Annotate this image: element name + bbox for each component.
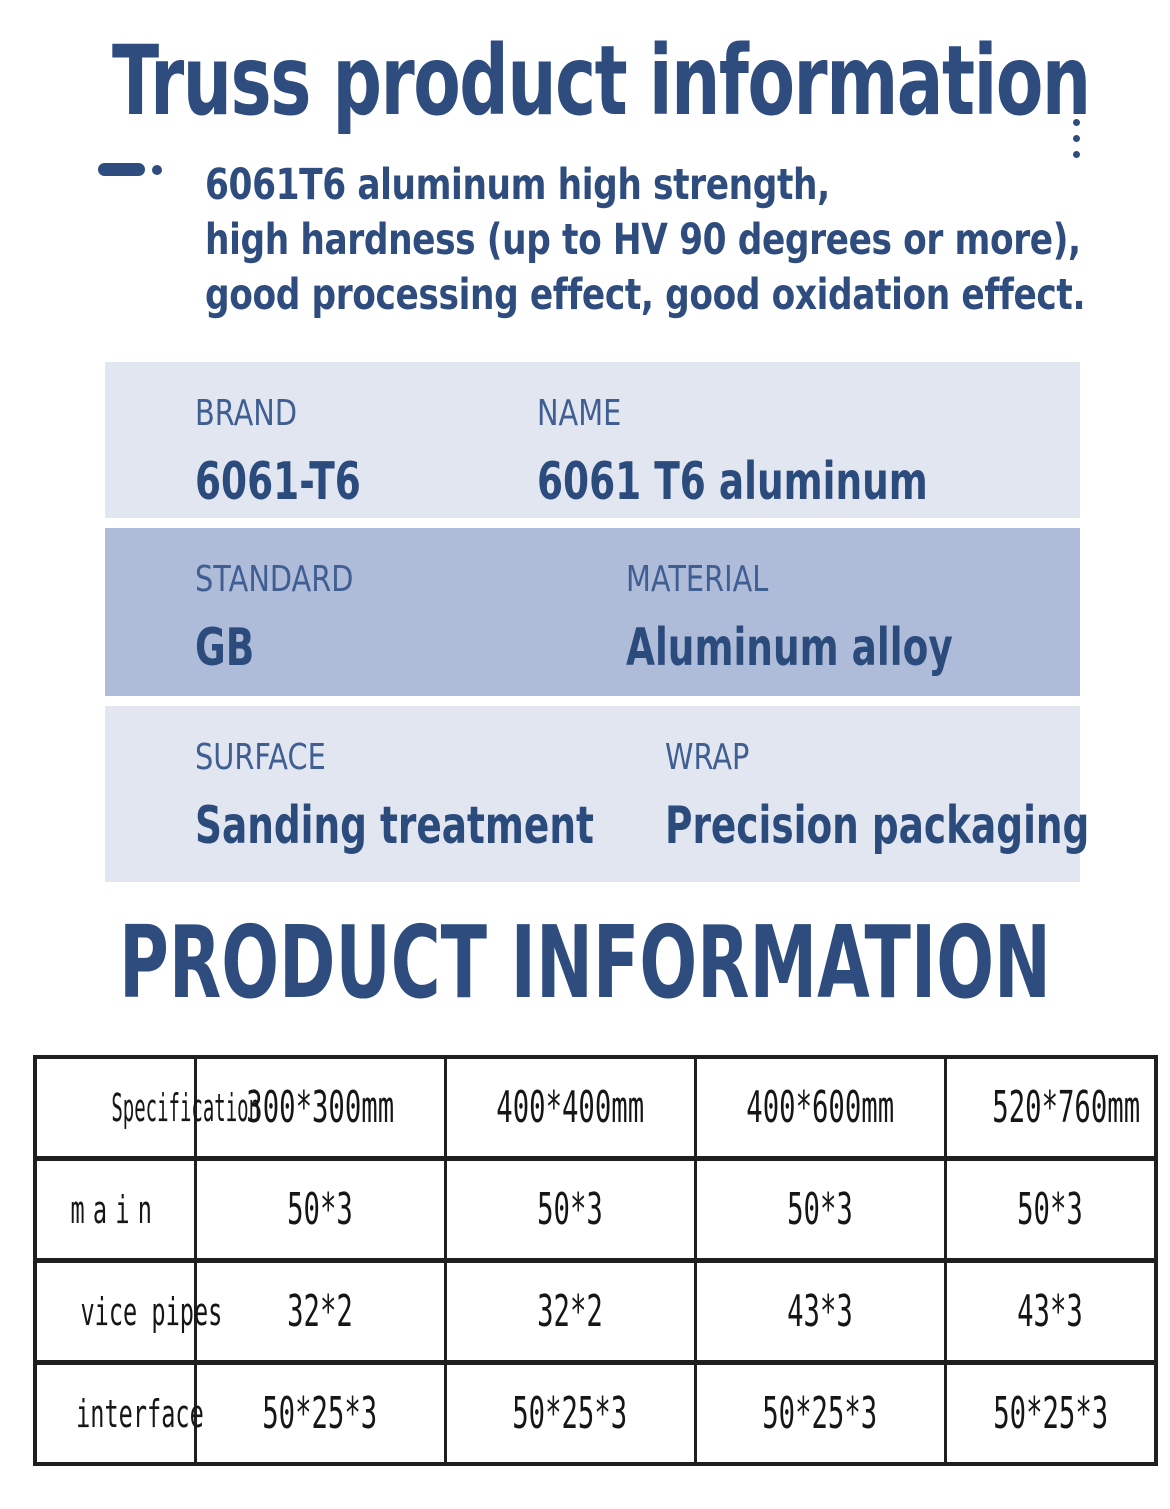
- info-value: Aluminum alloy: [626, 618, 953, 678]
- table-row-vice-pipes: vice pipes 32*2 32*2 43*3 43*3: [33, 1258, 1158, 1364]
- table-cell: 50*25*3: [193, 1360, 447, 1466]
- info-cell-material: MATERIAL Aluminum alloy: [626, 562, 1080, 696]
- info-cell-name: NAME 6061 T6 aluminum: [537, 396, 1080, 518]
- page-title-text: Truss product information: [112, 25, 1091, 137]
- info-value: 6061-T6: [195, 452, 361, 512]
- table-cell: 43*3: [693, 1258, 947, 1364]
- info-value: Precision packaging: [665, 796, 1090, 856]
- col-header-specification: Specification: [33, 1055, 260, 1160]
- table-row-interface: interface 50*25*3 50*25*3 50*25*3 50*25*…: [33, 1360, 1158, 1466]
- table-cell: 50*25*3: [443, 1360, 697, 1466]
- description-line-text: good processing effect, good oxidation e…: [205, 270, 1086, 320]
- col-header-size: 400*400mm: [443, 1055, 697, 1160]
- description-line-text: high hardness (up to HV 90 degrees or mo…: [205, 215, 1081, 265]
- table-cell: 43*3: [943, 1258, 1158, 1364]
- description-line-text: 6061T6 aluminum high strength,: [205, 160, 830, 210]
- info-cell-brand: BRAND 6061-T6: [195, 396, 537, 518]
- info-value: GB: [195, 618, 255, 678]
- info-value: Sanding treatment: [195, 796, 594, 856]
- table-row-main: main 50*3 50*3 50*3 50*3: [33, 1156, 1158, 1262]
- dot: [1073, 135, 1080, 142]
- table-cell: 50*3: [443, 1156, 697, 1262]
- section-title: PRODUCT INFORMATION: [119, 904, 1051, 1021]
- info-cell-wrap: WRAP Precision packaging: [665, 740, 1170, 882]
- description-line: high hardness (up to HV 90 degrees or mo…: [205, 213, 1170, 268]
- dot: [1073, 151, 1080, 158]
- row-label: vice pipes: [33, 1258, 222, 1364]
- info-cell-surface: SURFACE Sanding treatment: [195, 740, 665, 882]
- dot: [1073, 119, 1080, 126]
- row-label: interface: [33, 1360, 204, 1466]
- info-grid: BRAND 6061-T6 NAME 6061 T6 aluminum STAN…: [105, 362, 1089, 892]
- page-title: Truss product information: [112, 25, 1170, 137]
- info-label: SURFACE: [195, 737, 326, 778]
- info-row-surface-wrap: SURFACE Sanding treatment WRAP Precision…: [105, 706, 1089, 882]
- description-line: 6061T6 aluminum high strength,: [205, 158, 1170, 213]
- table-cell: 50*25*3: [693, 1360, 947, 1466]
- info-cell-standard: STANDARD GB: [195, 562, 626, 696]
- table-header-row: Specification 300*300mm 400*400mm 400*60…: [33, 1055, 1158, 1160]
- col-header-size: 300*300mm: [193, 1055, 447, 1160]
- vertical-ellipsis-icon: [1073, 119, 1080, 158]
- col-header-size: 520*760mm: [943, 1055, 1158, 1160]
- info-row-brand-name: BRAND 6061-T6 NAME 6061 T6 aluminum: [105, 362, 1080, 518]
- description-line: good processing effect, good oxidation e…: [205, 268, 1170, 323]
- table-cell: 50*3: [943, 1156, 1158, 1262]
- table-cell: 50*3: [193, 1156, 447, 1262]
- dash-bullet-icon: [98, 163, 145, 176]
- spec-table: Specification 300*300mm 400*400mm 400*60…: [33, 1055, 1158, 1466]
- table-cell: 32*2: [443, 1258, 697, 1364]
- table-cell: 32*2: [193, 1258, 447, 1364]
- info-row-standard-material: STANDARD GB MATERIAL Aluminum alloy: [105, 528, 1080, 696]
- row-label: main: [33, 1156, 197, 1262]
- info-label: STANDARD: [195, 559, 354, 600]
- col-header-size: 400*600mm: [693, 1055, 947, 1160]
- info-label: BRAND: [195, 393, 298, 434]
- table-cell: 50*3: [693, 1156, 947, 1262]
- dot-bullet-icon: [152, 165, 162, 175]
- product-description: 6061T6 aluminum high strength, high hard…: [205, 158, 1170, 323]
- info-label: WRAP: [665, 737, 750, 778]
- info-label: MATERIAL: [626, 559, 769, 600]
- info-value: 6061 T6 aluminum: [537, 452, 929, 512]
- info-label: NAME: [537, 393, 622, 434]
- table-cell: 50*25*3: [943, 1360, 1158, 1466]
